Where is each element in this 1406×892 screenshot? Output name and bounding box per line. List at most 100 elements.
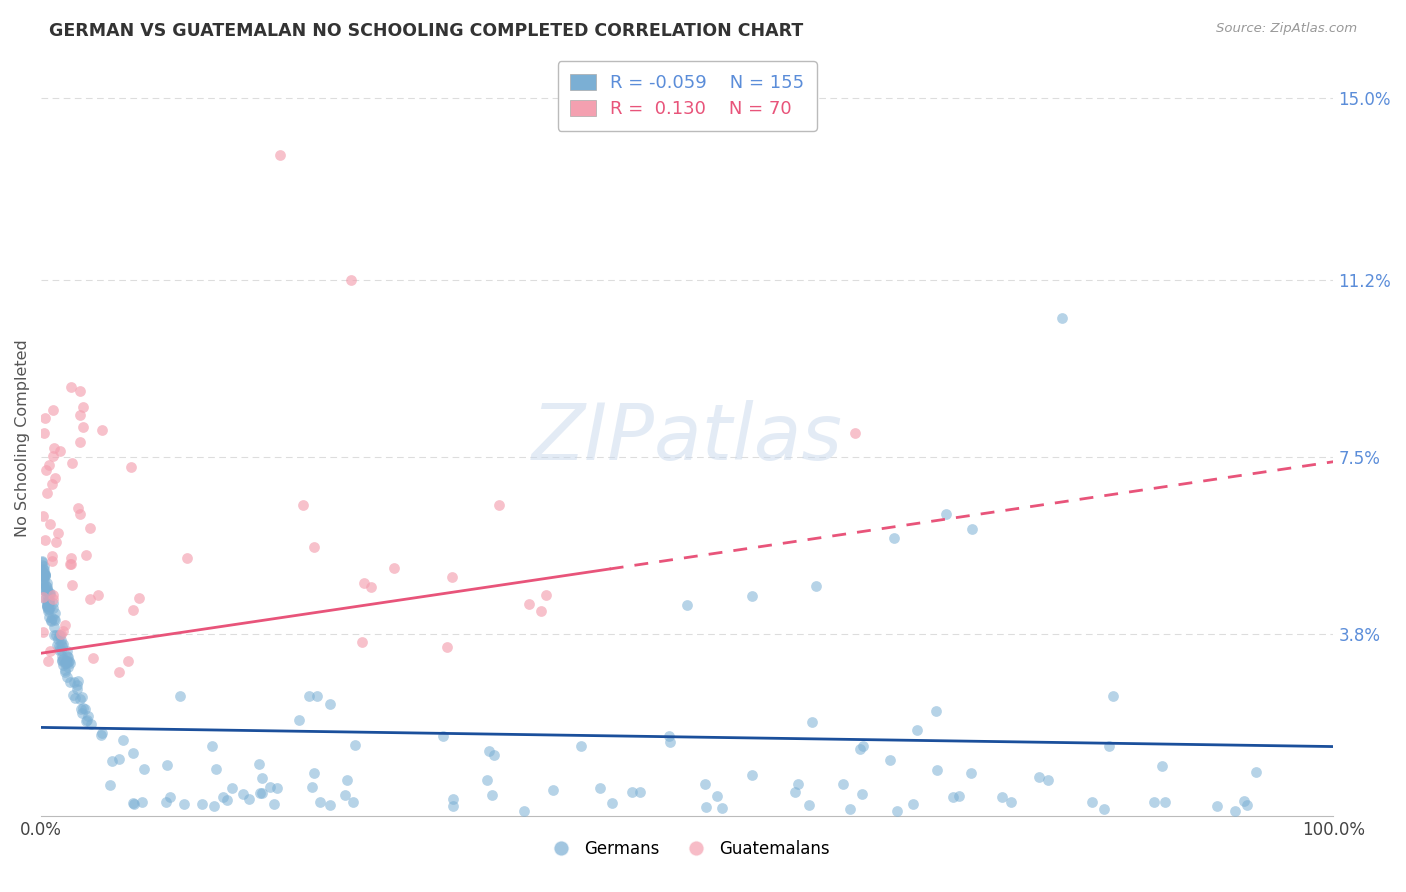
Point xyxy=(925,704,948,718)
Point xyxy=(37,604,59,618)
Point xyxy=(55,654,77,668)
Point xyxy=(927,764,949,778)
Point xyxy=(69,692,91,706)
Point xyxy=(252,771,274,785)
Point xyxy=(658,729,681,743)
Point xyxy=(886,804,908,818)
Point xyxy=(517,598,540,612)
Point xyxy=(1101,690,1123,704)
Point xyxy=(41,613,63,627)
Point xyxy=(38,585,60,599)
Point xyxy=(706,789,728,804)
Point xyxy=(37,598,59,612)
Point xyxy=(202,799,225,814)
Point xyxy=(101,754,124,768)
Point xyxy=(287,713,309,727)
Point xyxy=(292,498,315,512)
Point xyxy=(478,744,501,758)
Point xyxy=(44,471,66,485)
Point xyxy=(319,697,342,711)
Point xyxy=(31,558,53,573)
Point xyxy=(1154,795,1177,809)
Point xyxy=(344,738,367,752)
Point xyxy=(111,733,134,747)
Point xyxy=(35,593,58,607)
Point xyxy=(319,797,342,812)
Point xyxy=(34,592,56,607)
Point xyxy=(58,654,80,668)
Point xyxy=(63,690,86,705)
Point xyxy=(297,690,319,704)
Point xyxy=(44,628,66,642)
Point xyxy=(353,575,375,590)
Point xyxy=(37,599,59,614)
Point xyxy=(1143,795,1166,809)
Point xyxy=(41,595,63,609)
Point xyxy=(960,522,983,536)
Point xyxy=(66,681,89,696)
Point xyxy=(49,444,72,458)
Point xyxy=(852,739,875,753)
Point xyxy=(37,486,59,500)
Legend: Germans, Guatemalans: Germans, Guatemalans xyxy=(537,833,837,864)
Point xyxy=(41,549,63,563)
Point xyxy=(302,540,325,554)
Point xyxy=(269,148,291,162)
Point xyxy=(90,725,112,739)
Point xyxy=(481,789,503,803)
Point xyxy=(34,568,56,582)
Point xyxy=(1246,765,1268,780)
Point xyxy=(488,499,510,513)
Point xyxy=(221,781,243,796)
Point xyxy=(122,797,145,811)
Point xyxy=(935,508,957,522)
Point xyxy=(302,766,325,780)
Point xyxy=(37,582,59,596)
Point xyxy=(131,795,153,809)
Point xyxy=(53,663,76,677)
Point xyxy=(59,674,82,689)
Point xyxy=(48,628,70,642)
Point xyxy=(38,594,60,608)
Point xyxy=(41,403,63,417)
Point xyxy=(72,700,94,714)
Point xyxy=(52,657,75,672)
Point xyxy=(249,786,271,800)
Point xyxy=(1152,759,1174,773)
Point xyxy=(35,575,58,590)
Point xyxy=(31,555,53,569)
Point xyxy=(711,801,734,815)
Point xyxy=(59,657,82,671)
Point xyxy=(44,613,66,627)
Point xyxy=(52,624,75,638)
Point xyxy=(120,459,142,474)
Point xyxy=(31,569,53,583)
Point xyxy=(31,567,53,582)
Point xyxy=(41,477,63,491)
Point xyxy=(39,600,62,615)
Point xyxy=(360,580,382,594)
Point xyxy=(37,602,59,616)
Point xyxy=(340,273,363,287)
Point xyxy=(31,577,53,591)
Point xyxy=(1233,794,1256,808)
Point xyxy=(32,508,55,523)
Point xyxy=(59,551,82,566)
Point xyxy=(56,648,79,663)
Point xyxy=(34,569,56,583)
Point xyxy=(266,780,288,795)
Point xyxy=(42,620,65,634)
Point xyxy=(55,644,77,658)
Point xyxy=(122,747,145,761)
Point xyxy=(38,596,60,610)
Point xyxy=(75,714,97,728)
Point xyxy=(32,558,55,573)
Point xyxy=(839,803,862,817)
Point xyxy=(69,435,91,450)
Point xyxy=(441,792,464,806)
Point xyxy=(75,548,97,562)
Point xyxy=(48,639,70,653)
Point xyxy=(676,599,699,613)
Point xyxy=(232,787,254,801)
Point xyxy=(991,790,1014,805)
